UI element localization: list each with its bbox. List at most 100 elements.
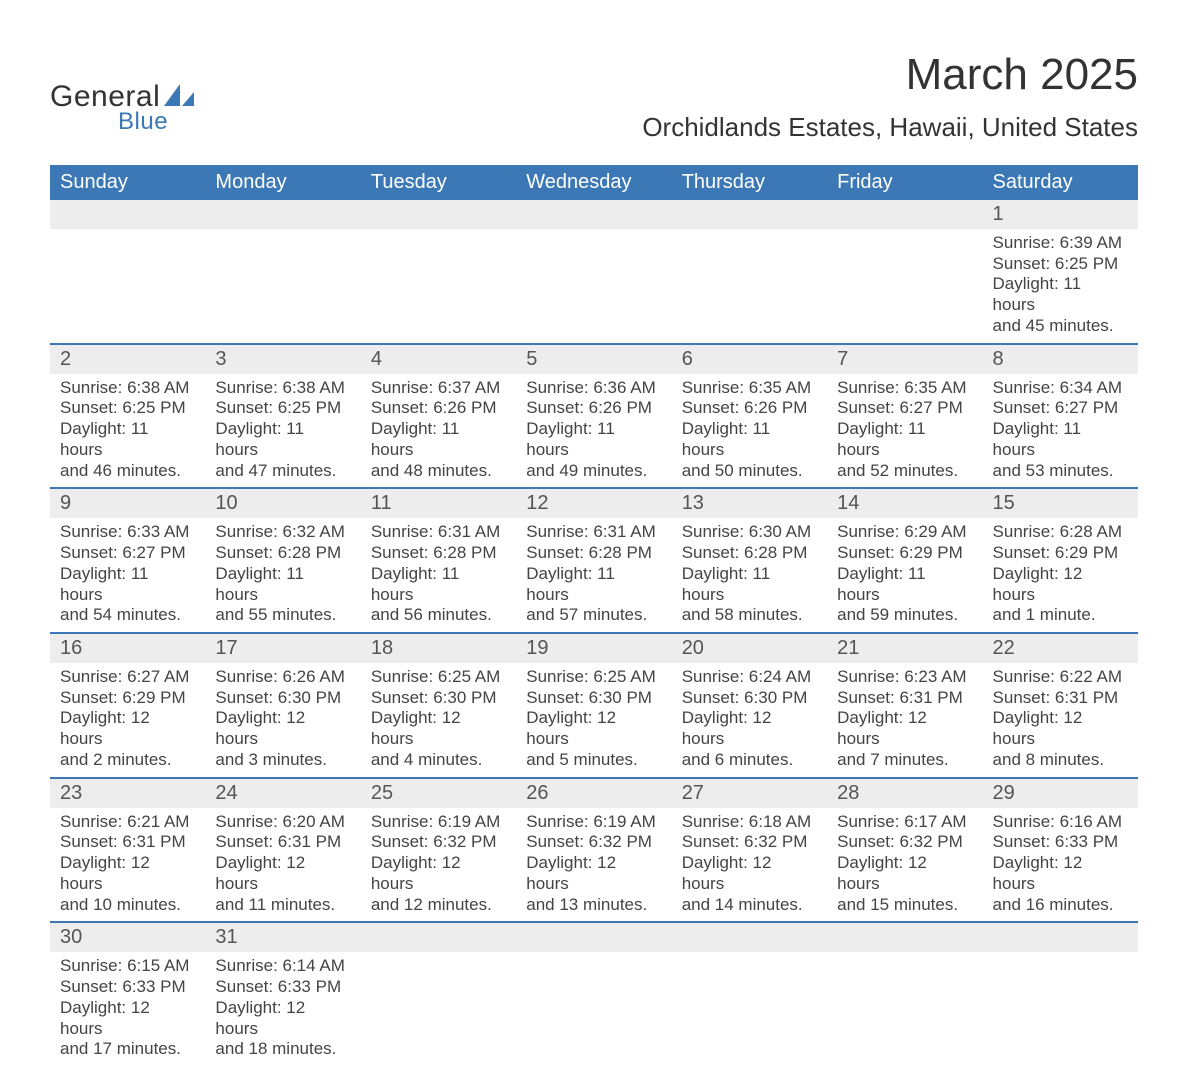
day-detail-sunrise: Sunrise: 6:17 AM (837, 812, 972, 833)
day-detail-daylight2: and 52 minutes. (837, 461, 972, 482)
calendar-day-details: Sunrise: 6:19 AMSunset: 6:32 PMDaylight:… (361, 808, 516, 922)
weekday-header: Monday (205, 165, 360, 200)
day-number: 8 (993, 348, 1128, 371)
calendar-day-details: Sunrise: 6:38 AMSunset: 6:25 PMDaylight:… (50, 374, 205, 488)
calendar-day-details: Sunrise: 6:16 AMSunset: 6:33 PMDaylight:… (983, 808, 1138, 922)
title-block: March 2025 Orchidlands Estates, Hawaii, … (642, 50, 1138, 155)
calendar-details-row: Sunrise: 6:39 AMSunset: 6:25 PMDaylight:… (50, 229, 1138, 343)
day-detail-daylight1: Daylight: 12 hours (371, 708, 506, 749)
calendar-day-cell: 19 (516, 632, 671, 663)
day-detail-sunset: Sunset: 6:27 PM (60, 543, 195, 564)
calendar-day-cell (672, 200, 827, 229)
calendar-day-cell: 25 (361, 777, 516, 808)
day-number: 30 (60, 926, 195, 949)
day-detail-sunset: Sunset: 6:30 PM (526, 688, 661, 709)
calendar-day-cell: 6 (672, 343, 827, 374)
calendar-day-details: Sunrise: 6:23 AMSunset: 6:31 PMDaylight:… (827, 663, 982, 777)
month-title: March 2025 (642, 50, 1138, 100)
day-number: 12 (526, 492, 661, 515)
day-number: 23 (60, 782, 195, 805)
day-number: 18 (371, 637, 506, 660)
location-subtitle: Orchidlands Estates, Hawaii, United Stat… (642, 112, 1138, 143)
day-number: 29 (993, 782, 1128, 805)
calendar-day-cell (672, 921, 827, 952)
day-detail-sunset: Sunset: 6:29 PM (993, 543, 1128, 564)
day-number: 28 (837, 782, 972, 805)
calendar-daynum-row: 9101112131415 (50, 487, 1138, 518)
calendar-day-cell: 10 (205, 487, 360, 518)
calendar-details-row: Sunrise: 6:27 AMSunset: 6:29 PMDaylight:… (50, 663, 1138, 777)
day-detail-sunset: Sunset: 6:28 PM (682, 543, 817, 564)
day-number: 4 (371, 348, 506, 371)
calendar-daynum-row: 1 (50, 200, 1138, 229)
day-detail-daylight2: and 12 minutes. (371, 895, 506, 916)
calendar-details-row: Sunrise: 6:33 AMSunset: 6:27 PMDaylight:… (50, 518, 1138, 632)
day-detail-sunrise: Sunrise: 6:19 AM (371, 812, 506, 833)
day-detail-daylight2: and 17 minutes. (60, 1039, 195, 1060)
day-number: 17 (215, 637, 350, 660)
day-detail-sunset: Sunset: 6:30 PM (371, 688, 506, 709)
calendar-day-details: Sunrise: 6:38 AMSunset: 6:25 PMDaylight:… (205, 374, 360, 488)
day-detail-sunrise: Sunrise: 6:25 AM (526, 667, 661, 688)
day-detail-sunrise: Sunrise: 6:26 AM (215, 667, 350, 688)
day-detail-sunset: Sunset: 6:30 PM (215, 688, 350, 709)
day-number: 1 (993, 203, 1128, 226)
day-detail-sunrise: Sunrise: 6:35 AM (837, 378, 972, 399)
calendar-details-row: Sunrise: 6:15 AMSunset: 6:33 PMDaylight:… (50, 952, 1138, 1066)
calendar-day-cell: 24 (205, 777, 360, 808)
calendar-day-cell (205, 200, 360, 229)
day-number: 14 (837, 492, 972, 515)
day-detail-daylight1: Daylight: 12 hours (993, 564, 1128, 605)
day-detail-daylight2: and 11 minutes. (215, 895, 350, 916)
day-detail-daylight2: and 55 minutes. (215, 605, 350, 626)
day-number: 2 (60, 348, 195, 371)
day-detail-daylight2: and 3 minutes. (215, 750, 350, 771)
day-detail-sunrise: Sunrise: 6:39 AM (993, 233, 1128, 254)
calendar-day-cell (983, 921, 1138, 952)
day-detail-daylight1: Daylight: 11 hours (60, 564, 195, 605)
day-number: 21 (837, 637, 972, 660)
day-detail-daylight1: Daylight: 12 hours (993, 708, 1128, 749)
calendar-day-cell: 2 (50, 343, 205, 374)
day-detail-sunrise: Sunrise: 6:14 AM (215, 956, 350, 977)
weekday-header: Friday (827, 165, 982, 200)
calendar-day-cell: 20 (672, 632, 827, 663)
day-number: 7 (837, 348, 972, 371)
calendar-day-cell (516, 200, 671, 229)
calendar-day-cell: 21 (827, 632, 982, 663)
day-detail-sunrise: Sunrise: 6:16 AM (993, 812, 1128, 833)
calendar-day-details: Sunrise: 6:34 AMSunset: 6:27 PMDaylight:… (983, 374, 1138, 488)
day-detail-daylight2: and 59 minutes. (837, 605, 972, 626)
calendar-daynum-row: 23242526272829 (50, 777, 1138, 808)
calendar-day-details: Sunrise: 6:37 AMSunset: 6:26 PMDaylight:… (361, 374, 516, 488)
day-number: 10 (215, 492, 350, 515)
calendar-day-details: Sunrise: 6:21 AMSunset: 6:31 PMDaylight:… (50, 808, 205, 922)
header: General Blue March 2025 Orchidlands Esta… (50, 50, 1138, 155)
calendar-day-details: Sunrise: 6:28 AMSunset: 6:29 PMDaylight:… (983, 518, 1138, 632)
weekday-header: Wednesday (516, 165, 671, 200)
day-detail-daylight1: Daylight: 11 hours (837, 419, 972, 460)
day-number: 22 (993, 637, 1128, 660)
day-detail-sunrise: Sunrise: 6:18 AM (682, 812, 817, 833)
day-number: 5 (526, 348, 661, 371)
day-detail-sunrise: Sunrise: 6:38 AM (215, 378, 350, 399)
day-detail-sunset: Sunset: 6:31 PM (215, 832, 350, 853)
day-detail-daylight2: and 2 minutes. (60, 750, 195, 771)
weekday-header: Saturday (983, 165, 1138, 200)
day-detail-sunset: Sunset: 6:33 PM (60, 977, 195, 998)
day-detail-daylight1: Daylight: 11 hours (215, 564, 350, 605)
day-detail-sunrise: Sunrise: 6:32 AM (215, 522, 350, 543)
day-detail-daylight1: Daylight: 11 hours (60, 419, 195, 460)
logo: General Blue (50, 50, 194, 136)
calendar-day-cell (361, 200, 516, 229)
day-detail-sunrise: Sunrise: 6:24 AM (682, 667, 817, 688)
day-detail-daylight2: and 16 minutes. (993, 895, 1128, 916)
calendar-daynum-row: 3031 (50, 921, 1138, 952)
day-detail-daylight1: Daylight: 12 hours (60, 708, 195, 749)
calendar-day-cell: 11 (361, 487, 516, 518)
day-detail-daylight1: Daylight: 11 hours (682, 419, 817, 460)
day-detail-daylight1: Daylight: 12 hours (60, 853, 195, 894)
day-detail-sunset: Sunset: 6:25 PM (215, 398, 350, 419)
logo-text-blue: Blue (118, 108, 168, 136)
calendar-day-cell: 23 (50, 777, 205, 808)
